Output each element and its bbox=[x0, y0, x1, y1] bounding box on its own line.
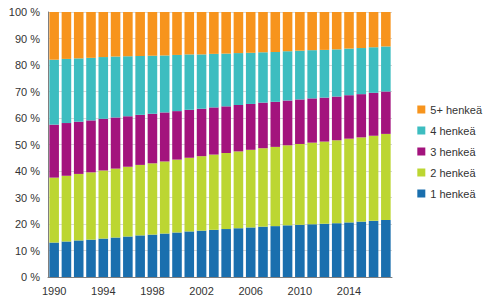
svg-text:0 %: 0 % bbox=[21, 271, 40, 283]
svg-text:2006: 2006 bbox=[238, 285, 262, 297]
svg-text:2014: 2014 bbox=[337, 285, 361, 297]
svg-text:30 %: 30 % bbox=[15, 192, 40, 204]
svg-text:2002: 2002 bbox=[189, 285, 213, 297]
svg-text:2 henkeä: 2 henkeä bbox=[430, 167, 476, 179]
svg-text:80 %: 80 % bbox=[15, 59, 40, 71]
svg-text:2010: 2010 bbox=[288, 285, 312, 297]
svg-text:40 %: 40 % bbox=[15, 165, 40, 177]
svg-text:1994: 1994 bbox=[91, 285, 115, 297]
svg-text:60 %: 60 % bbox=[15, 112, 40, 124]
svg-text:1998: 1998 bbox=[140, 285, 164, 297]
svg-text:1990: 1990 bbox=[42, 285, 66, 297]
svg-text:5+ henkeä: 5+ henkeä bbox=[430, 104, 483, 116]
svg-text:70 %: 70 % bbox=[15, 86, 40, 98]
svg-text:50 %: 50 % bbox=[15, 139, 40, 151]
svg-text:90 %: 90 % bbox=[15, 33, 40, 45]
svg-text:10 %: 10 % bbox=[15, 245, 40, 257]
svg-text:20 %: 20 % bbox=[15, 218, 40, 230]
svg-text:4 henkeä: 4 henkeä bbox=[430, 125, 476, 137]
svg-text:100 %: 100 % bbox=[9, 6, 40, 18]
svg-text:3 henkeä: 3 henkeä bbox=[430, 146, 476, 158]
svg-text:1 henkeä: 1 henkeä bbox=[430, 188, 476, 200]
